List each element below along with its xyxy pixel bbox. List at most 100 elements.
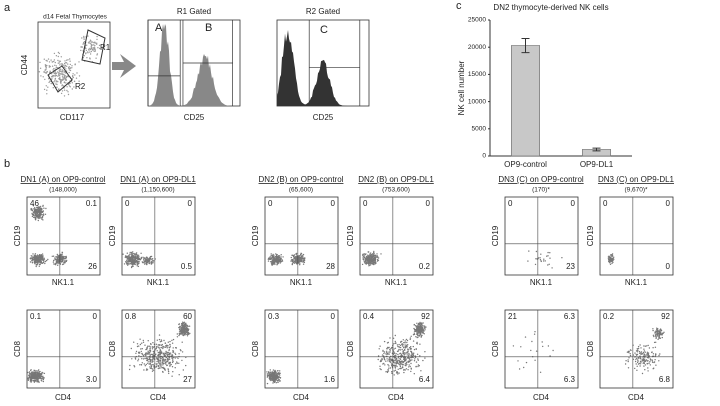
event-dot bbox=[180, 324, 183, 326]
event-dot bbox=[144, 344, 146, 346]
event-dot bbox=[90, 43, 92, 45]
event-dot bbox=[278, 372, 280, 375]
event-dot bbox=[403, 353, 405, 355]
event-dot bbox=[61, 79, 63, 81]
event-dot bbox=[127, 264, 129, 266]
event-dot bbox=[188, 333, 190, 336]
event-dot bbox=[399, 367, 401, 370]
event-dot bbox=[157, 346, 160, 348]
plot-frame bbox=[26, 309, 101, 389]
event-dot bbox=[609, 263, 612, 265]
event-dot bbox=[658, 336, 660, 338]
event-dot bbox=[396, 365, 398, 368]
event-dot bbox=[37, 215, 39, 218]
event-dot bbox=[55, 55, 58, 57]
event-dot bbox=[137, 257, 139, 259]
event-dot bbox=[425, 326, 427, 328]
event-dot bbox=[549, 355, 551, 357]
event-dot bbox=[57, 81, 59, 83]
event-dot bbox=[278, 261, 280, 263]
event-dot bbox=[369, 256, 371, 258]
event-dot bbox=[549, 257, 551, 259]
event-dot bbox=[57, 55, 59, 58]
event-dot bbox=[151, 260, 153, 262]
plot-frame bbox=[37, 21, 111, 109]
event-dot bbox=[394, 334, 396, 337]
event-dot bbox=[147, 260, 150, 262]
event-dot bbox=[183, 328, 186, 330]
quadrant-value: 27 bbox=[183, 375, 192, 384]
event-dot bbox=[54, 61, 56, 64]
event-dot bbox=[153, 365, 155, 367]
bar bbox=[510, 45, 540, 157]
event-dot bbox=[56, 67, 58, 69]
event-dot bbox=[270, 379, 272, 382]
event-dot bbox=[179, 349, 182, 351]
event-dot bbox=[179, 333, 181, 336]
event-dot bbox=[655, 364, 657, 366]
event-dot bbox=[125, 257, 128, 259]
event-dot bbox=[160, 339, 163, 341]
event-dot bbox=[48, 78, 50, 80]
event-dot bbox=[50, 59, 52, 61]
event-dot bbox=[181, 332, 183, 335]
event-dot bbox=[59, 81, 62, 84]
event-dot bbox=[279, 262, 281, 264]
event-dot bbox=[91, 41, 94, 43]
event-dot bbox=[96, 53, 99, 55]
event-dot bbox=[137, 360, 139, 362]
event-dot bbox=[419, 355, 421, 357]
event-dot bbox=[548, 263, 550, 265]
event-dot bbox=[58, 71, 61, 73]
event-dot bbox=[42, 372, 44, 374]
event-dot bbox=[637, 347, 640, 350]
event-dot bbox=[55, 258, 57, 260]
event-dot bbox=[627, 350, 630, 353]
event-dot bbox=[397, 368, 399, 370]
event-dot bbox=[33, 213, 35, 215]
event-dot bbox=[159, 357, 161, 359]
event-dot bbox=[419, 343, 421, 345]
y-tick-label: 15000 bbox=[468, 71, 486, 78]
event-dot bbox=[420, 322, 423, 324]
event-dot bbox=[62, 258, 64, 261]
event-dot bbox=[413, 323, 416, 326]
event-dot bbox=[71, 88, 74, 90]
event-dot bbox=[54, 79, 56, 82]
event-dot bbox=[178, 362, 180, 364]
event-dot bbox=[383, 358, 385, 360]
event-dot bbox=[637, 345, 640, 348]
event-dot bbox=[88, 49, 90, 51]
event-dot bbox=[141, 362, 143, 364]
event-dot bbox=[156, 350, 158, 352]
gate-label: R2 bbox=[75, 82, 86, 91]
event-dot bbox=[612, 259, 614, 262]
event-dot bbox=[169, 346, 171, 348]
event-dot bbox=[178, 334, 180, 337]
event-dot bbox=[530, 349, 532, 352]
event-dot bbox=[65, 255, 67, 258]
event-dot bbox=[164, 362, 166, 364]
event-dot bbox=[280, 254, 282, 256]
event-dot bbox=[96, 38, 98, 41]
event-dot bbox=[274, 372, 276, 374]
event-dot bbox=[30, 380, 33, 382]
event-dot bbox=[36, 215, 38, 217]
event-dot bbox=[145, 256, 147, 259]
event-dot bbox=[547, 264, 549, 266]
event-dot bbox=[127, 263, 130, 265]
event-dot bbox=[96, 35, 98, 38]
event-dot bbox=[410, 370, 412, 373]
event-dot bbox=[138, 345, 140, 347]
event-dot bbox=[531, 340, 533, 343]
event-dot bbox=[377, 355, 380, 357]
event-dot bbox=[40, 260, 42, 262]
event-dot bbox=[413, 333, 416, 336]
event-dot bbox=[80, 49, 82, 52]
event-dot bbox=[182, 334, 185, 337]
event-dot bbox=[405, 338, 408, 341]
event-dot bbox=[72, 76, 75, 79]
event-dot bbox=[157, 361, 160, 363]
event-dot bbox=[276, 373, 278, 375]
event-dot bbox=[398, 349, 400, 351]
